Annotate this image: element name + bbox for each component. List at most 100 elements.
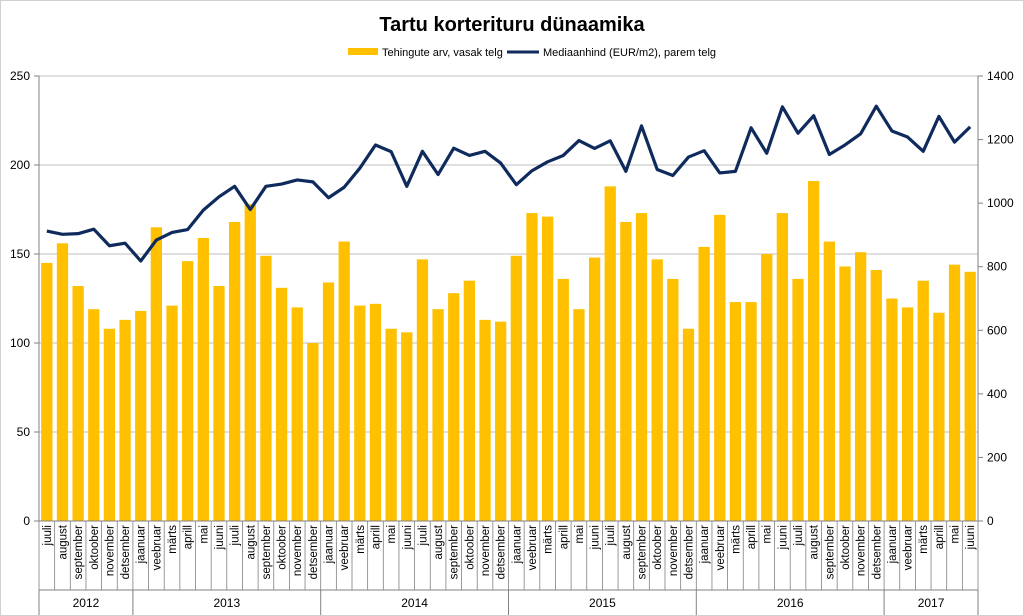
bar — [322, 282, 335, 521]
category-label: oktoober — [840, 525, 852, 570]
bar — [510, 255, 522, 521]
chart-title: Tartu korterituru dünaamika — [379, 14, 645, 36]
category-label: september — [637, 525, 649, 580]
year-label: 2013 — [213, 596, 240, 610]
bar — [917, 280, 929, 521]
bar — [573, 309, 585, 521]
category-label: märts — [355, 525, 367, 554]
bar — [588, 257, 601, 521]
year-label: 2017 — [918, 596, 945, 610]
category-label: oktoober — [277, 525, 289, 570]
category-label: aprill — [934, 525, 946, 549]
category-label: mai — [198, 525, 210, 544]
category-label: märts — [918, 525, 930, 554]
bar — [197, 237, 209, 522]
category-label: aprill — [370, 525, 382, 549]
bar — [808, 181, 820, 521]
category-label: märts — [730, 525, 742, 554]
category-label: juuli — [42, 525, 54, 546]
bar — [870, 270, 882, 521]
right-tick-label: 400 — [987, 387, 1007, 401]
left-tick-label: 250 — [10, 69, 30, 83]
category-label: detsember — [120, 525, 132, 580]
left-tick-label: 50 — [17, 425, 31, 439]
left-tick-label: 0 — [23, 514, 30, 528]
category-label: september — [449, 525, 461, 580]
category-label: juuli — [793, 525, 805, 546]
year-label: 2014 — [401, 596, 428, 610]
category-label: veebruar — [903, 525, 915, 571]
line-series — [46, 104, 972, 263]
left-tick-label: 100 — [10, 336, 30, 350]
gridlines — [39, 75, 978, 433]
category-label: aprill — [183, 525, 195, 549]
year-label: 2016 — [777, 596, 804, 610]
category-label: oktoober — [89, 525, 101, 570]
bar — [135, 310, 147, 521]
category-label: august — [621, 524, 633, 559]
bar — [260, 255, 272, 521]
right-tick-label: 1400 — [987, 69, 1014, 83]
category-label: august — [57, 524, 69, 559]
category-label: september — [261, 525, 273, 580]
bar — [41, 262, 53, 521]
category-label: jaanuar — [324, 525, 336, 565]
category-label: detsember — [683, 525, 695, 580]
bar — [338, 241, 350, 522]
category-label: veebruar — [715, 525, 727, 571]
category-label: juuli — [417, 525, 429, 546]
category-label: juuni — [590, 525, 602, 550]
bar — [432, 309, 444, 521]
bar — [933, 312, 945, 521]
category-label: oktoober — [464, 525, 476, 570]
bar — [244, 204, 256, 521]
bar — [275, 287, 288, 521]
category-label: november — [856, 525, 868, 576]
bar — [839, 266, 851, 521]
category-label: aprill — [558, 525, 570, 549]
bar — [557, 278, 569, 521]
bar — [150, 227, 163, 522]
bar — [729, 302, 742, 521]
category-label: jaanuar — [136, 525, 148, 565]
category-label: detsember — [871, 525, 883, 580]
bar — [182, 261, 194, 521]
category-label: mai — [950, 525, 962, 544]
bar — [541, 216, 554, 521]
category-label: august — [433, 524, 445, 559]
left-axis-ticks: 0 50 100 150 200 250 — [10, 69, 39, 528]
category-label: august — [809, 524, 821, 559]
bar — [854, 252, 867, 521]
category-label: mai — [762, 525, 774, 544]
bar — [745, 302, 757, 521]
x-axis-years: 2012 2013 2014 2015 2016 2017 — [38, 590, 979, 615]
category-label: november — [292, 525, 304, 576]
category-label: juuni — [777, 525, 789, 550]
category-label: aprill — [746, 525, 758, 549]
bar — [495, 321, 507, 521]
bar-series — [41, 181, 976, 522]
bar — [714, 214, 726, 521]
bar — [72, 286, 84, 521]
category-label: juuni — [214, 525, 226, 550]
category-label: mai — [574, 525, 586, 544]
bar — [620, 221, 632, 521]
bar — [354, 305, 366, 521]
right-tick-label: 1200 — [987, 133, 1014, 147]
legend-swatch-bars — [348, 48, 378, 55]
category-label: märts — [167, 525, 179, 554]
right-tick-label: 800 — [987, 260, 1007, 274]
right-tick-label: 600 — [987, 323, 1007, 337]
bar — [463, 280, 476, 521]
left-tick-label: 200 — [10, 158, 30, 172]
bar — [776, 213, 789, 521]
bar — [307, 343, 319, 521]
bar — [88, 309, 100, 521]
category-label: juuni — [965, 525, 977, 550]
bar — [948, 264, 961, 521]
bar — [166, 305, 178, 521]
bar — [651, 259, 663, 521]
category-label: detsember — [496, 525, 508, 580]
